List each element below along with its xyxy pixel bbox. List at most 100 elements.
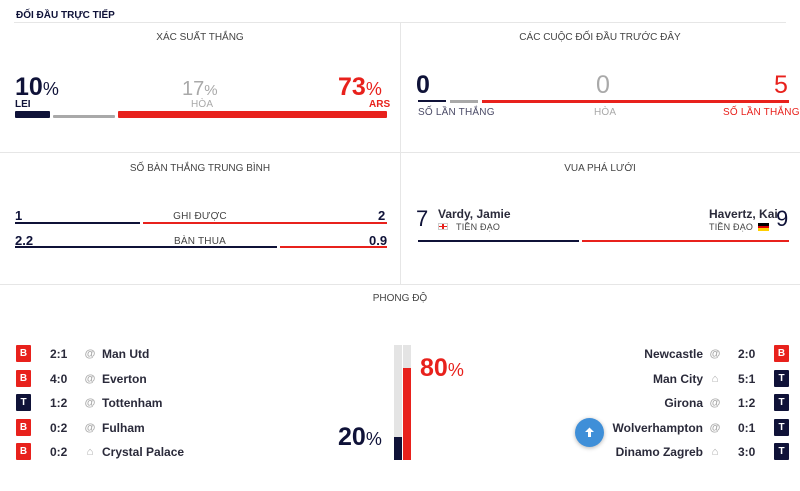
match-score: 1:2	[738, 396, 756, 410]
win-prob-home-value: 10%	[15, 73, 59, 101]
form-away-pct: 80%	[420, 354, 464, 382]
avg-goals-conceded-away: 0.9	[369, 233, 388, 248]
scorer-home-bar	[418, 240, 579, 242]
result-badge: B	[16, 443, 31, 460]
opponent-name[interactable]: Man Utd	[102, 347, 150, 361]
win-prob-away-bar	[118, 111, 387, 118]
divider	[400, 152, 401, 284]
scorer-home-name[interactable]: Vardy, Jamie	[438, 207, 511, 221]
h2h-away-label: SỐ LẦN THẮNG	[723, 107, 800, 118]
form-match-row[interactable]: B 2:1 @ Man Utd	[0, 345, 800, 363]
h2h-away-bar	[482, 100, 789, 103]
form-match-row[interactable]: B 0:2 @ Fulham	[0, 418, 800, 437]
section-header: ĐỐI ĐẦU TRỰC TIẾP	[16, 10, 115, 21]
avg-goals-conceded-home-bar	[15, 246, 277, 248]
win-prob-home-bar	[15, 111, 50, 118]
arrow-up-icon	[585, 427, 594, 437]
scorer-away-position: TIỀN ĐẠO	[709, 222, 754, 232]
win-prob-title: XÁC SUẤT THẮNG	[156, 32, 244, 43]
avg-goals-conceded-home: 2.2	[15, 233, 34, 248]
match-score: 1:2	[50, 396, 68, 410]
away-venue-icon: @	[709, 397, 721, 409]
h2h-home-bar	[418, 100, 446, 102]
match-score: 4:0	[50, 371, 68, 386]
h2h-home-label: SỐ LẦN THẮNG	[418, 107, 495, 118]
divider	[400, 22, 401, 152]
win-prob-away-code: ARS	[369, 99, 391, 110]
opponent-name[interactable]: Fulham	[102, 420, 145, 435]
form-away-bar-track	[403, 345, 411, 460]
result-badge: T	[774, 394, 789, 411]
form-match-row[interactable]: B 2:0 @ Newcastle	[0, 345, 800, 363]
form-match-row[interactable]: T 5:1 ⌂ Man City	[0, 369, 800, 388]
h2h-draw-label: HÒA	[594, 107, 617, 118]
away-venue-icon: @	[84, 348, 96, 360]
result-badge: T	[16, 394, 31, 411]
home-venue-icon: ⌂	[711, 446, 719, 458]
result-badge: B	[16, 418, 31, 436]
form-title: PHONG ĐỘ	[372, 293, 428, 304]
opponent-name[interactable]: Tottenham	[102, 396, 163, 410]
divider	[0, 284, 800, 285]
form-match-row[interactable]: T 1:2 @ Girona	[0, 394, 800, 412]
avg-goals-scored-away: 2	[378, 208, 386, 223]
opponent-name[interactable]: Dinamo Zagreb	[615, 445, 703, 459]
match-score: 2:0	[738, 347, 756, 361]
match-score: 2:1	[50, 347, 68, 361]
form-home-pct: 20%	[338, 423, 382, 451]
away-venue-icon: @	[709, 348, 721, 360]
opponent-name[interactable]: Wolverhampton	[612, 420, 703, 435]
form-match-row[interactable]: T 1:2 @ Tottenham	[0, 394, 800, 412]
form-match-row[interactable]: T 0:1 @ Wolverhampton	[0, 418, 800, 437]
avg-goals-title: SỐ BÀN THẮNG TRUNG BÌNH	[129, 163, 271, 174]
scorer-away-name[interactable]: Havertz, Kai	[709, 207, 778, 221]
away-venue-icon: @	[84, 372, 96, 385]
win-prob-away-value: 73%	[338, 73, 382, 101]
opponent-name[interactable]: Man City	[652, 371, 703, 386]
avg-goals-scored-label: GHI ĐƯỢC	[173, 211, 227, 222]
form-home-bar-fill	[394, 437, 402, 460]
home-venue-icon: ⌂	[86, 446, 94, 458]
opponent-name[interactable]: Crystal Palace	[102, 445, 185, 459]
scorer-away-goals[interactable]: 9	[776, 206, 789, 231]
avg-goals-scored-away-bar	[143, 222, 387, 224]
win-prob-draw-bar	[53, 115, 115, 118]
match-score: 0:2	[50, 445, 68, 459]
h2h-draw-value: 0	[596, 71, 610, 99]
home-venue-icon: ⌂	[711, 372, 719, 385]
result-badge: T	[774, 418, 789, 436]
result-badge: B	[16, 369, 31, 387]
away-venue-icon: @	[84, 397, 96, 409]
avg-goals-scored-home-bar	[15, 222, 140, 224]
form-match-row[interactable]: B 4:0 @ Everton	[0, 369, 800, 388]
opponent-name[interactable]: Everton	[102, 371, 147, 386]
h2h-away-value: 5	[774, 71, 788, 99]
avg-goals-conceded-away-bar	[280, 246, 387, 248]
away-venue-icon: @	[709, 421, 721, 434]
result-badge: T	[774, 443, 789, 460]
scroll-top-button[interactable]	[575, 418, 604, 447]
win-prob-home-code: LEI	[15, 99, 31, 110]
form-away-bar-fill	[403, 368, 411, 460]
h2h-draw-bar	[450, 100, 478, 103]
match-score: 0:2	[50, 420, 68, 435]
match-score: 0:1	[738, 420, 756, 435]
england-flag-icon	[438, 223, 448, 230]
result-badge: T	[774, 369, 789, 387]
h2h-home-value: 0	[416, 71, 430, 99]
result-badge: B	[16, 345, 31, 362]
scorer-home-goals[interactable]: 7	[416, 206, 429, 231]
away-venue-icon: @	[84, 421, 96, 434]
match-score: 3:0	[738, 445, 756, 459]
form-home-bar-track	[394, 345, 402, 460]
form-match-row[interactable]: B 0:2 ⌂ Crystal Palace	[0, 443, 800, 461]
avg-goals-scored-home: 1	[15, 208, 23, 223]
opponent-name[interactable]: Newcastle	[644, 347, 703, 361]
opponent-name[interactable]: Girona	[664, 396, 703, 410]
win-prob-draw-label: HÒA	[191, 99, 214, 110]
form-match-row[interactable]: T 3:0 ⌂ Dinamo Zagreb	[0, 443, 800, 461]
scorer-away-bar	[582, 240, 789, 242]
h2h-title: CÁC CUỘC ĐỐI ĐẦU TRƯỚC ĐÂY	[519, 32, 681, 43]
top-scorers-title: VUA PHÁ LƯỚI	[564, 163, 636, 174]
win-prob-draw-value: 17%	[182, 78, 218, 100]
